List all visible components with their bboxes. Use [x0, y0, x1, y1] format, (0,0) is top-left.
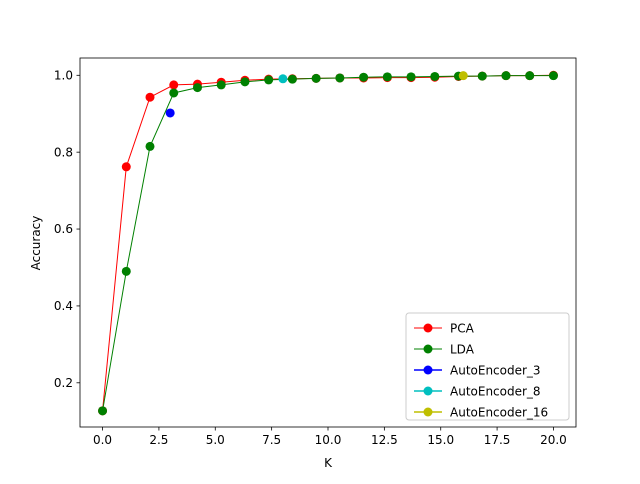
legend: PCA LDA AutoEncoder_3 AutoEncoder_8 AutoEnco…: [405, 312, 570, 421]
y-tick-label: 0.8: [54, 145, 73, 159]
legend-marker-pca: [423, 323, 433, 333]
y-tick-label: 1.0: [54, 68, 73, 82]
data-point-lda: [264, 75, 274, 85]
x-tick-label: 20.0: [540, 433, 567, 447]
data-point-pca: [145, 92, 155, 102]
data-point-autoencoder-3: [165, 108, 175, 118]
legend-marker-autoencoder-3: [423, 365, 433, 375]
data-point-pca: [169, 80, 179, 90]
legend-label-autoencoder-8: AutoEncoder_8: [450, 385, 541, 399]
series-autoencoder-3: [165, 108, 175, 118]
series-lda: [98, 71, 558, 416]
legend-box: [405, 312, 570, 421]
data-point-lda: [121, 266, 131, 276]
x-tick-label: 17.5: [484, 433, 511, 447]
data-point-lda: [311, 73, 321, 83]
x-tick-label: 2.5: [149, 433, 168, 447]
x-tick-label: 12.5: [371, 433, 398, 447]
data-point-lda: [98, 406, 108, 416]
legend-label-lda: LDA: [450, 343, 475, 357]
y-tick-label: 0.6: [54, 222, 73, 236]
data-point-lda: [335, 73, 345, 83]
legend-label-autoencoder-3: AutoEncoder_3: [450, 364, 541, 378]
data-point-lda: [240, 77, 250, 87]
series-autoencoder-8: [278, 74, 288, 84]
x-tick-label: 15.0: [427, 433, 454, 447]
axes-layer: 0.0 2.5 5.0 7.5 10.0 12.5 15.0 17.5 20.0 0.2 0.4 0.…: [54, 57, 577, 447]
data-point-lda: [501, 71, 511, 81]
data-point-lda: [382, 72, 392, 82]
data-point-autoencoder-8: [278, 74, 288, 84]
data-point-lda: [169, 88, 179, 98]
x-axis-label: K: [324, 456, 333, 470]
data-point-lda: [287, 74, 297, 84]
legend-marker-autoencoder-8: [423, 386, 433, 396]
data-point-lda: [406, 72, 416, 82]
x-tick-label: 0.0: [93, 433, 112, 447]
y-tick-label: 0.4: [54, 299, 73, 313]
data-point-lda: [192, 83, 202, 93]
data-point-lda: [145, 141, 155, 151]
x-tick-label: 10.0: [315, 433, 342, 447]
data-point-pca: [121, 162, 131, 172]
data-point-lda: [548, 71, 558, 81]
data-point-lda: [477, 71, 487, 81]
data-point-lda: [359, 72, 369, 82]
series-layer: [98, 70, 558, 416]
data-point-lda: [525, 71, 535, 81]
y-tick-label: 0.2: [54, 376, 73, 390]
data-point-lda: [430, 71, 440, 81]
data-point-autoencoder-16: [458, 71, 468, 81]
x-tick-label: 5.0: [206, 433, 225, 447]
data-point-lda: [216, 80, 226, 90]
legend-marker-lda: [423, 344, 433, 354]
legend-label-pca: PCA: [450, 322, 475, 336]
series-autoencoder-16: [458, 71, 468, 81]
x-tick-label: 7.5: [262, 433, 281, 447]
legend-marker-autoencoder-16: [423, 407, 433, 417]
y-axis-label: Accuracy: [29, 216, 43, 271]
legend-label-autoencoder-16: AutoEncoder_16: [450, 406, 548, 420]
